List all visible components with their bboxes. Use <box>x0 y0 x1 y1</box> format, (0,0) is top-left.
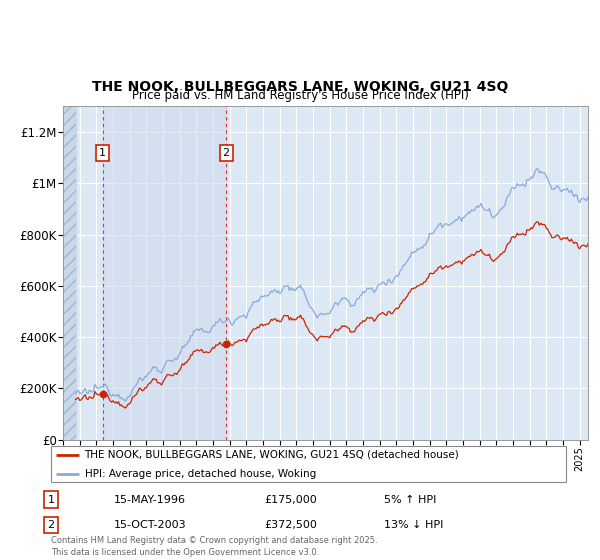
Text: 2: 2 <box>47 520 55 530</box>
Bar <box>103 106 226 440</box>
Bar <box>63 106 76 440</box>
Text: Price paid vs. HM Land Registry's House Price Index (HPI): Price paid vs. HM Land Registry's House … <box>131 89 469 102</box>
Text: THE NOOK, BULLBEGGARS LANE, WOKING, GU21 4SQ: THE NOOK, BULLBEGGARS LANE, WOKING, GU21… <box>92 80 508 94</box>
Text: Contains HM Land Registry data © Crown copyright and database right 2025.
This d: Contains HM Land Registry data © Crown c… <box>51 536 377 557</box>
Text: 13% ↓ HPI: 13% ↓ HPI <box>384 520 443 530</box>
Text: HPI: Average price, detached house, Woking: HPI: Average price, detached house, Woki… <box>85 469 316 479</box>
Bar <box>63 106 76 440</box>
Text: 1: 1 <box>99 148 106 158</box>
Text: 2: 2 <box>223 148 230 158</box>
Text: £372,500: £372,500 <box>264 520 317 530</box>
Text: £175,000: £175,000 <box>264 494 317 505</box>
Text: 15-MAY-1996: 15-MAY-1996 <box>114 494 186 505</box>
Text: 5% ↑ HPI: 5% ↑ HPI <box>384 494 436 505</box>
FancyBboxPatch shape <box>50 446 566 482</box>
Text: 1: 1 <box>47 494 55 505</box>
Text: 15-OCT-2003: 15-OCT-2003 <box>114 520 187 530</box>
Text: THE NOOK, BULLBEGGARS LANE, WOKING, GU21 4SQ (detached house): THE NOOK, BULLBEGGARS LANE, WOKING, GU21… <box>85 450 459 460</box>
